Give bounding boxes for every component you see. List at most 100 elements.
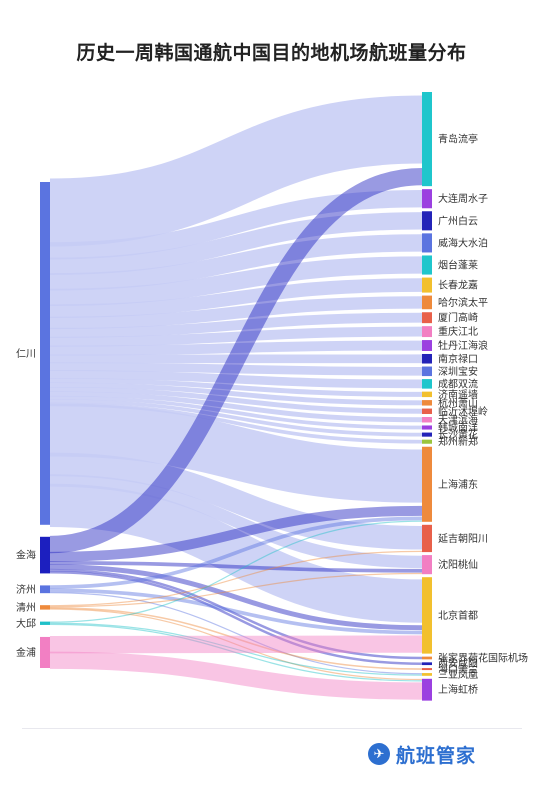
flow-n4ec15ddd-n59278fde54686c345b50 bbox=[49, 190, 423, 260]
flow-n4ec15ddd-n957f66259f995609 bbox=[49, 278, 423, 319]
target-node-n54c85c146ee8592a5e73 bbox=[422, 295, 432, 310]
source-node-n592790b1 bbox=[40, 621, 50, 625]
target-label: 哈尔滨太平 bbox=[438, 296, 488, 309]
target-label: 沈阳桃仙 bbox=[438, 558, 478, 571]
target-label: 济南遥墙 bbox=[438, 388, 478, 401]
target-node-n4e094e9a51e451f0 bbox=[422, 673, 432, 676]
target-node-n897f5b8954b89633 bbox=[422, 662, 432, 666]
flow-n592790b1-n4e0a6d7786796865 bbox=[49, 623, 423, 682]
target-label: 广州白云 bbox=[438, 214, 478, 227]
target-node-n53a695e89ad85d0e bbox=[422, 312, 432, 324]
target-label: 延吉朝阳川 bbox=[438, 533, 488, 545]
flow-n91d16d77-n97525c9b6d414ead bbox=[49, 167, 423, 554]
target-node-n6c88963368434ed9 bbox=[422, 555, 432, 575]
target-node-n6d4e535790655899 bbox=[422, 391, 432, 398]
target-label: 西安咸阳 bbox=[438, 657, 478, 670]
flow-n6d4e5dde-n53174eac999690fd bbox=[49, 588, 423, 635]
flow-n4ec15ddd-n4e0a6d776d664e1c bbox=[49, 403, 423, 503]
target-label: 深圳宝安 bbox=[438, 365, 478, 378]
target-label: 厦门高崎 bbox=[438, 311, 478, 324]
flow-n91d16d77-n6c88963368434ed9 bbox=[49, 561, 423, 573]
source-label: 大邱 bbox=[16, 617, 36, 630]
flow-n6e055dde-n5ef65409671d96335ddd bbox=[49, 550, 423, 607]
flow-n592790b1-n4e094e9a51e451f0 bbox=[49, 622, 423, 676]
flow-n4ec15ddd-n676d5dde84275c71 bbox=[49, 382, 423, 406]
flow-n4ec15ddd-n621090fd53cc6d41 bbox=[49, 370, 423, 389]
source-node-n4ec15ddd bbox=[40, 182, 50, 525]
flow-n4ec15ddd-n97525c9b6d414ead bbox=[49, 95, 423, 247]
target-label: 牡丹江海浪 bbox=[438, 339, 488, 352]
target-label: 青岛流亭 bbox=[438, 133, 478, 146]
target-label: 郑州新郑 bbox=[438, 435, 478, 448]
target-node-n5a016d7759276c346cca bbox=[422, 233, 432, 253]
target-node-n90d15dde65b090d1 bbox=[422, 439, 432, 444]
target-label: 三亚凤凰 bbox=[438, 669, 478, 681]
target-label: 南京禄口 bbox=[438, 352, 478, 365]
target-label: 天津滨海 bbox=[438, 413, 478, 426]
source-label: 济州 bbox=[16, 583, 36, 596]
target-node-n5f205bb6754c837782b156fd9645673a573a bbox=[422, 656, 432, 660]
target-node-n4e0a6d7786796865 bbox=[422, 678, 432, 701]
source-label: 金海 bbox=[16, 549, 36, 562]
target-label: 北京首都 bbox=[438, 609, 478, 622]
target-node-n59278fde54686c345b50 bbox=[422, 189, 432, 209]
flow-links bbox=[49, 95, 423, 700]
flow-n4ec15ddd-n53174eac999690fd bbox=[49, 483, 423, 623]
target-node-n5ef65409671d96335ddd bbox=[422, 524, 432, 553]
target-node-n59296d256ee86d77 bbox=[422, 417, 432, 423]
source-node-n6e055dde bbox=[40, 605, 50, 610]
flow-n4ec15ddd-n5e7f5dde767d4e91 bbox=[49, 212, 423, 275]
target-node-n6d7753e37f8e5170 bbox=[422, 668, 432, 671]
target-node-n621090fd53cc6d41 bbox=[422, 379, 432, 389]
flow-n91d16d77-n897f5b8954b89633 bbox=[49, 571, 423, 665]
target-label: 大连周水子 bbox=[438, 192, 488, 205]
flow-n4ec15ddd-n6c88963368434ed9 bbox=[49, 474, 423, 569]
target-node-n91cd5e866c5f5317 bbox=[422, 326, 432, 338]
source-node-n91d16d77 bbox=[40, 536, 50, 574]
flow-n4ec15ddd-n70df53f084ec83b1 bbox=[49, 256, 423, 307]
target-label: 上海虹桥 bbox=[438, 683, 478, 696]
target-label: 上海浦东 bbox=[438, 478, 478, 491]
target-label: 威海大水泊 bbox=[438, 236, 488, 249]
flow-n6d4e5dde-n4e094e9a51e451f0 bbox=[49, 591, 423, 675]
source-label: 仁川 bbox=[16, 348, 36, 360]
target-node-n70df53f084ec83b1 bbox=[422, 255, 432, 275]
target-label: 重庆江北 bbox=[438, 325, 478, 338]
flow-n4ec15ddd-n5ef65409671d96335ddd bbox=[49, 452, 423, 550]
target-node-n4e346c826cad57e05cad bbox=[422, 408, 432, 415]
source-label: 金浦 bbox=[16, 646, 36, 659]
target-node-n676d5dde84275c71 bbox=[422, 400, 432, 406]
target-node-n6df157335b9d5b89 bbox=[422, 366, 432, 377]
target-label: 杭州萧山 bbox=[438, 396, 478, 409]
target-label: 临沂沭埠岭 bbox=[438, 405, 488, 418]
flow-n6e055dde-n6d7753e37f8e5170 bbox=[49, 607, 423, 670]
flow-n4ec15ddd-n6d4e535790655899 bbox=[49, 378, 423, 397]
flow-n91d16d66-n53174eac999690fd bbox=[49, 635, 423, 654]
airport-nodes bbox=[40, 92, 432, 701]
flow-n6e055dde-n6c88963368434ed9 bbox=[49, 572, 423, 608]
flow-n4ec15ddd-n59296d256ee86d77 bbox=[49, 391, 423, 423]
target-label: 烟台蓬莱 bbox=[438, 259, 478, 272]
source-label: 清州 bbox=[16, 601, 36, 614]
chart-title: 历史一周韩国通航中国目的地机场航班量分布 bbox=[76, 42, 467, 64]
brand-name: 航班管家 bbox=[396, 744, 477, 767]
target-node-n5e7f5dde767d4e91 bbox=[422, 211, 432, 231]
target-label: 海口美兰 bbox=[438, 663, 478, 676]
flow-n4ec15ddd-n54c85c146ee8592a5e73 bbox=[49, 296, 423, 330]
brand-logo: ✈ 航班管家 bbox=[368, 740, 476, 768]
target-label: 长沙黄花 bbox=[438, 428, 478, 441]
flow-n4ec15ddd-n4e346c826cad57e05cad bbox=[49, 386, 423, 414]
source-node-n91d16d66 bbox=[40, 636, 50, 668]
flow-n4ec15ddd-n957f6c999ec482b1 bbox=[49, 399, 423, 437]
target-node-n53174eac999690fd bbox=[422, 577, 432, 654]
source-node-n6d4e5dde bbox=[40, 585, 50, 594]
flow-n4ec15ddd-n72614e396c5f6d776d6a bbox=[49, 340, 423, 356]
target-node-n4e0a6d776d664e1c bbox=[422, 446, 432, 522]
flow-n4ec15ddd-n97e957ce53576d0b bbox=[49, 395, 423, 430]
footer-divider bbox=[22, 728, 522, 729]
target-node-n97e957ce53576d0b bbox=[422, 425, 432, 430]
target-label: 张家界荷花国际机场 bbox=[438, 651, 528, 664]
flow-n91d16d77-n4e0a6d776d664e1c bbox=[49, 505, 423, 562]
